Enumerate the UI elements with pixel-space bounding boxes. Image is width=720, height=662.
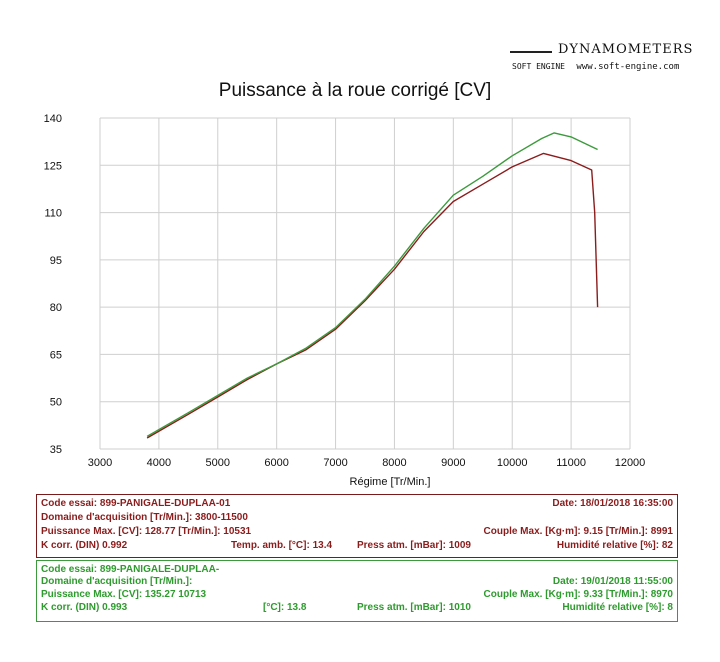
brand-logo: DYNAMOMETERS SOFT ENGINE www.soft-engine… <box>500 40 700 80</box>
run-1-code: Code essai: 899-PANIGALE-DUPLAA-01 <box>41 498 231 509</box>
y-tick-label-125: 125 <box>44 160 62 172</box>
brand-subline: SOFT ENGINE www.soft-engine.com <box>512 62 679 72</box>
run-2-torque-max: Couple Max. [Kg·m]: 9.33 [Tr/Min.]: 8970 <box>483 589 673 600</box>
run-2-temp: [°C]: 13.8 <box>263 602 307 613</box>
run-1-torque-max: Couple Max. [Kg·m]: 9.15 [Tr/Min.]: 8991 <box>483 526 673 537</box>
run-2-domain: Domaine d'acquisition [Tr/Min.]: <box>41 576 193 587</box>
x-axis-label: Régime [Tr/Min.] <box>350 476 431 488</box>
run-1-date: Date: 18/01/2018 16:35:00 <box>552 498 673 509</box>
run-1-press: Press atm. [mBar]: 1009 <box>357 540 471 551</box>
y-tick-label-110: 110 <box>44 208 62 220</box>
brand-name: DYNAMOMETERS <box>558 42 694 57</box>
power-chart: 35 50 65 80 95 110 125 140 3000 4000 5000 6000 7000 8… <box>44 113 646 488</box>
run-1-domain: Domaine d'acquisition [Tr/Min.]: 3800-11… <box>41 512 248 523</box>
chart-title: Puissance à la roue corrigé [CV] <box>218 80 492 101</box>
run-2-k-corr: K corr. (DIN) 0.993 <box>41 602 128 613</box>
x-tick-label-4000: 4000 <box>147 457 171 469</box>
run-1-info-box: Code essai: 899-PANIGALE-DUPLAA-01 Date:… <box>36 494 678 558</box>
y-tick-label-80: 80 <box>50 302 62 314</box>
brand-underline <box>510 51 552 53</box>
run-2-power-max: Puissance Max. [CV]: 135.27 10713 <box>41 589 207 600</box>
y-tick-label-140: 140 <box>44 113 62 125</box>
x-tick-label-3000: 3000 <box>88 457 112 469</box>
series-line-run-2 <box>146 132 598 438</box>
x-tick-label-6000: 6000 <box>264 457 288 469</box>
y-tick-label-65: 65 <box>50 349 62 361</box>
run-2-date: Date: 19/01/2018 11:55:00 <box>552 576 673 587</box>
x-tick-label-9000: 9000 <box>441 457 465 469</box>
y-tick-label-95: 95 <box>50 255 62 267</box>
x-tick-label-11000: 11000 <box>556 457 586 469</box>
y-tick-label-35: 35 <box>50 444 62 456</box>
run-2-code: Code essai: 899-PANIGALE-DUPLAA- <box>41 564 220 575</box>
brand-url: www.soft-engine.com <box>576 62 680 72</box>
x-tick-label-12000: 12000 <box>615 457 646 469</box>
x-tick-label-7000: 7000 <box>323 457 347 469</box>
run-1-humidity: Humidité relative [%]: 82 <box>556 540 673 551</box>
run-2-humidity: Humidité relative [%]: 8 <box>562 602 673 613</box>
run-1-k-corr: K corr. (DIN) 0.992 <box>41 540 128 551</box>
x-tick-label-5000: 5000 <box>206 457 230 469</box>
run-1-power-max: Puissance Max. [CV]: 128.77 [Tr/Min.]: 1… <box>41 526 252 537</box>
brand-logo-text: SOFT ENGINE <box>512 62 565 71</box>
run-2-info-box: Code essai: 899-PANIGALE-DUPLAA- Domaine… <box>36 560 678 622</box>
x-tick-label-10000: 10000 <box>497 457 528 469</box>
series-line-run-1 <box>146 152 599 439</box>
run-1-temp: Temp. amb. [°C]: 13.4 <box>231 540 333 551</box>
y-tick-label-50: 50 <box>50 397 62 409</box>
run-2-press: Press atm. [mBar]: 1010 <box>357 602 471 613</box>
x-tick-label-8000: 8000 <box>382 457 406 469</box>
